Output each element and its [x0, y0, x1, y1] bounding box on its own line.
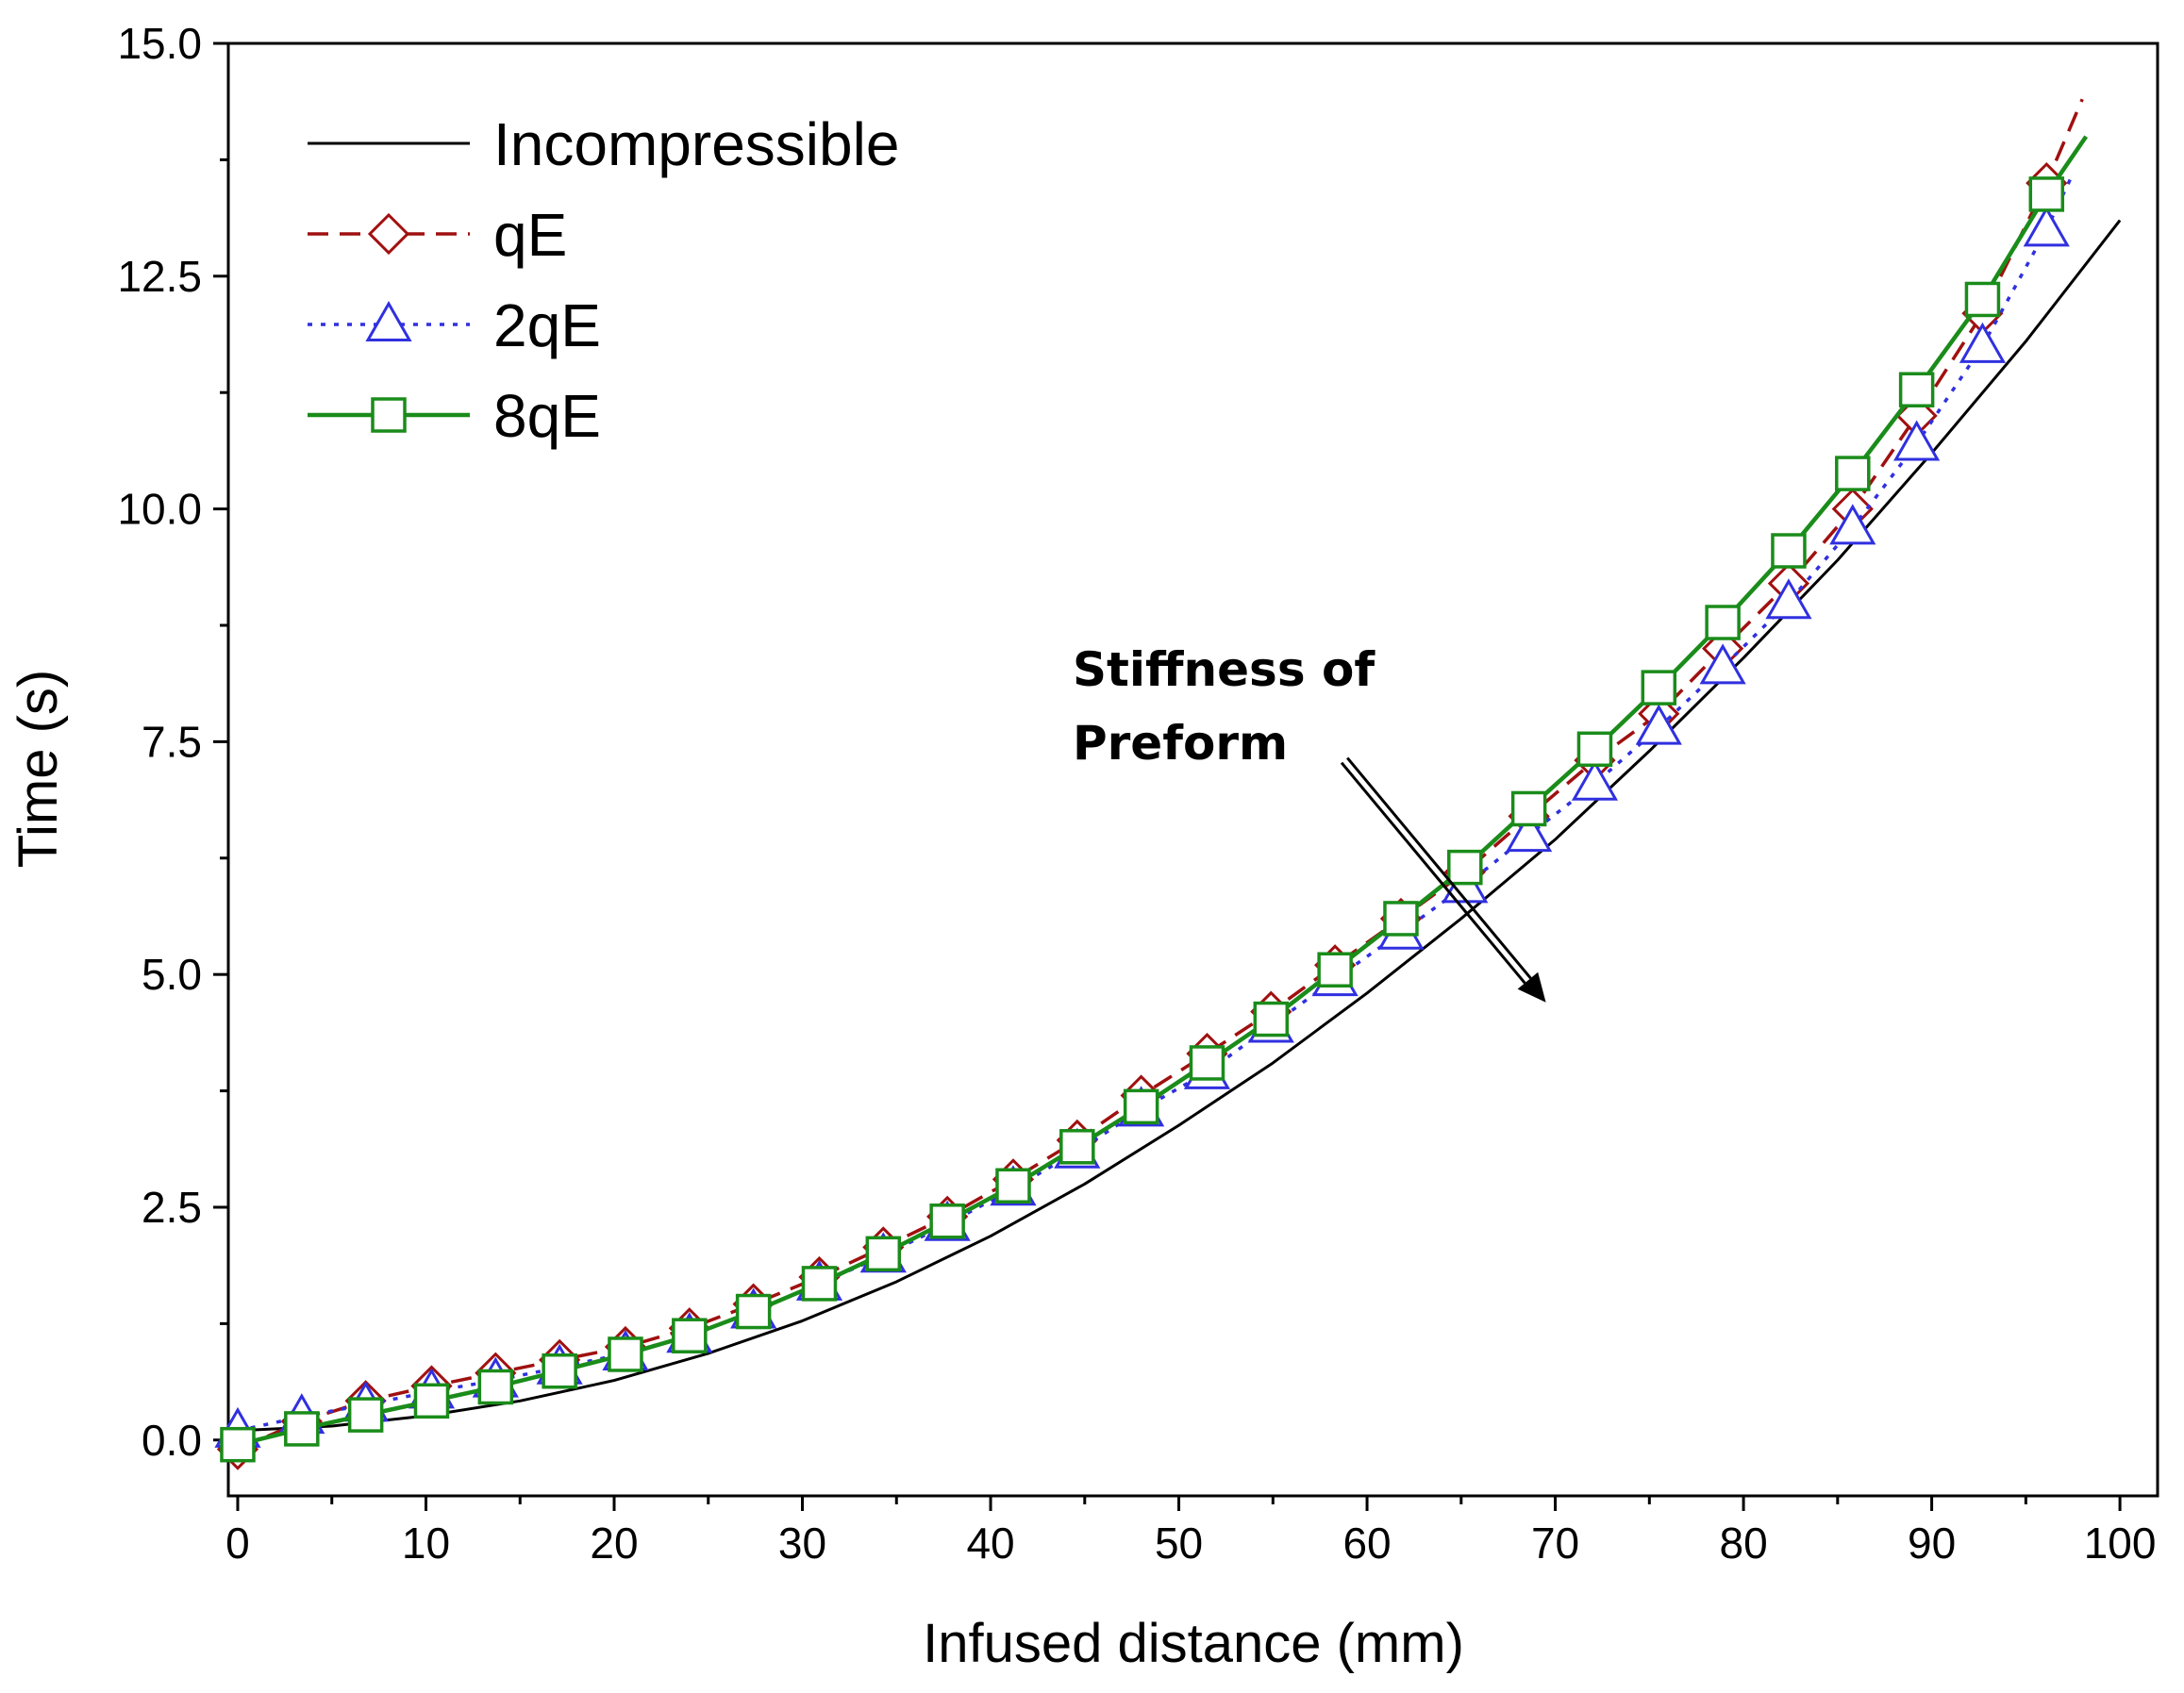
data-point-8qE: [1383, 901, 1419, 937]
x-tick-label: 90: [1908, 1519, 1956, 1568]
data-point-8qE: [1317, 952, 1353, 988]
legend-item-2qE: 2qE: [308, 291, 601, 359]
data-point-8qE: [801, 1266, 838, 1302]
data-point-8qE: [1123, 1088, 1159, 1125]
data-point-2qE: [2023, 206, 2070, 247]
data-point-2qE: [1959, 322, 2007, 363]
data-point-8qE: [1576, 731, 1613, 768]
y-tick-label: 2.5: [142, 1183, 202, 1232]
annotation-arrow-line: [1346, 756, 1532, 980]
x-tick-label: 80: [1719, 1519, 1767, 1568]
data-point-8qE: [672, 1318, 708, 1353]
x-tick-label: 30: [778, 1519, 826, 1568]
data-point-8qE: [865, 1236, 902, 1272]
data-point-8qE: [608, 1336, 643, 1372]
x-tick-label: 40: [966, 1519, 1014, 1568]
data-point-8qE: [1898, 372, 1935, 407]
legend-item-Incompressible: Incompressible: [308, 110, 899, 178]
y-tick-label: 7.5: [142, 717, 202, 766]
x-tick-label: 50: [1155, 1519, 1203, 1568]
data-point-2qE: [1829, 504, 1876, 545]
y-axis-title: Time (s): [8, 670, 69, 868]
x-tick-label: 70: [1531, 1519, 1579, 1568]
data-point-8qE: [477, 1369, 514, 1405]
data-point-8qE: [1059, 1129, 1095, 1165]
legend-marker-8qE: [371, 397, 407, 433]
data-point-2qE: [1765, 578, 1812, 620]
y-tick-label: 12.5: [117, 252, 202, 301]
data-point-8qE: [1447, 849, 1483, 886]
data-point-8qE: [347, 1397, 384, 1433]
legend-label-8qE: 8qE: [493, 382, 601, 450]
data-point-2qE: [1635, 704, 1682, 745]
series-layer: [214, 98, 2122, 1470]
legend-item-8qE: 8qE: [308, 382, 601, 450]
data-point-2qE: [1699, 643, 1746, 685]
x-tick-label: 10: [402, 1519, 450, 1568]
legend-label-Incompressible: Incompressible: [493, 110, 899, 178]
annotation-arrow-line: [1340, 761, 1526, 985]
series-8qE: [220, 135, 2089, 1463]
data-point-2qE: [1893, 420, 1941, 461]
x-tick-label: 100: [2084, 1519, 2157, 1568]
series-Incompressible: [237, 219, 2122, 1433]
data-point-8qE: [929, 1203, 965, 1239]
annotation-line-2: Preform: [1073, 716, 1288, 771]
annotation: Stiffness of Preform: [1073, 642, 1546, 1003]
data-point-8qE: [1641, 670, 1677, 705]
y-tick-label: 0.0: [142, 1416, 202, 1465]
data-point-8qE: [995, 1168, 1031, 1204]
ticks: 0 10 20 30 40 50 60 70 80 90 100 0.0 2.5 5.0 7.5 10.0 12…: [117, 19, 2156, 1568]
x-tick-label: 60: [1342, 1519, 1391, 1568]
x-axis-title: Infused distance (mm): [923, 1613, 1464, 1674]
legend-label-qE: qE: [493, 201, 567, 269]
data-point-8qE: [1964, 281, 2001, 318]
y-tick-label: 5.0: [142, 950, 202, 999]
data-point-8qE: [1835, 456, 1871, 491]
data-point-8qE: [284, 1411, 320, 1447]
data-point-8qE: [1253, 1001, 1290, 1037]
annotation-arrowhead: [1517, 971, 1546, 1003]
plot-area: [226, 41, 2159, 1498]
legend: Incompressible qE 2qE 8qE: [308, 110, 899, 450]
data-point-2qE: [1506, 811, 1553, 853]
y-tick-label: 15.0: [117, 19, 202, 68]
data-point-8qE: [1510, 790, 1547, 827]
series-line-Incompressible: [237, 219, 2122, 1433]
data-point-8qE: [1189, 1045, 1225, 1081]
y-tick-label: 10.0: [117, 485, 202, 534]
legend-marker-2qE: [365, 300, 412, 341]
legend-label-2qE: 2qE: [493, 291, 601, 359]
data-point-8qE: [2028, 176, 2065, 212]
data-point-2qE: [1571, 759, 1619, 801]
data-point-8qE: [413, 1383, 450, 1419]
legend-item-qE: qE: [308, 201, 567, 269]
data-point-8qE: [542, 1353, 577, 1389]
data-point-8qE: [220, 1426, 256, 1463]
annotation-line-1: Stiffness of: [1073, 642, 1375, 697]
legend-marker-qE: [367, 212, 410, 256]
data-point-8qE: [1705, 605, 1741, 640]
x-tick-label: 0: [225, 1519, 250, 1568]
data-point-8qE: [1771, 533, 1807, 569]
data-point-8qE: [735, 1293, 772, 1330]
x-tick-label: 20: [590, 1519, 638, 1568]
